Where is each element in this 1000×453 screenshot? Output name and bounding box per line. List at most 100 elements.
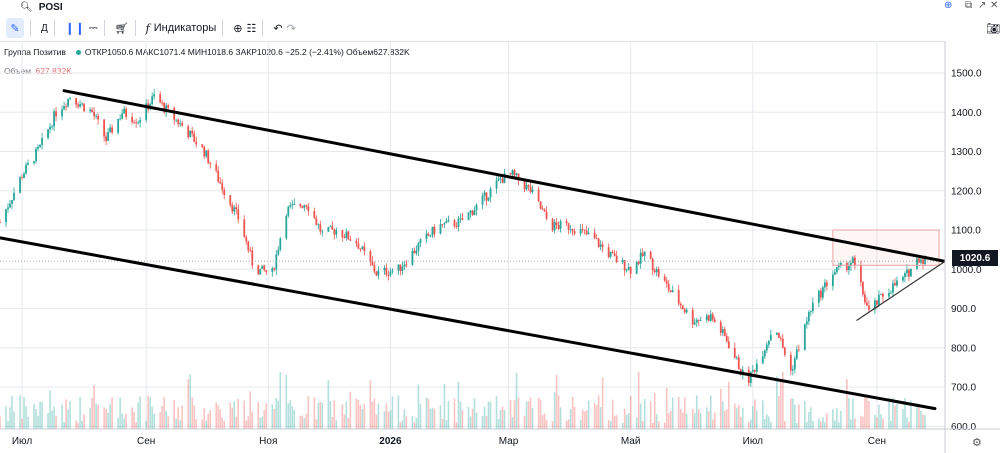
time-tick-label: 2026: [379, 436, 402, 447]
candle-body: [413, 250, 416, 254]
candle-body: [65, 106, 67, 108]
timeframe-button[interactable]: Д: [41, 22, 48, 34]
candle-body: [357, 243, 360, 249]
candle-body: [161, 102, 164, 104]
candle-body: [765, 344, 768, 351]
volume-bar: [641, 420, 644, 429]
candle-body: [920, 259, 922, 263]
volume-bar: [541, 415, 544, 429]
candle-body: [47, 129, 49, 139]
volume-bar: [357, 399, 360, 429]
volume-bar: [363, 403, 366, 429]
volume-bar: [233, 401, 236, 429]
volume-bar: [709, 395, 712, 429]
divider: [262, 20, 264, 36]
compare-chart-icon[interactable]: ⎓: [88, 21, 98, 34]
close-icon[interactable]: ✕: [990, 0, 999, 11]
candle-body: [663, 276, 666, 281]
candle-body: [733, 348, 736, 358]
volume-bar: [862, 416, 864, 429]
volume-bar: [119, 397, 121, 429]
candle-body: [585, 230, 588, 235]
indicators-button[interactable]: f Индикаторы: [146, 18, 217, 38]
candle-body: [511, 170, 514, 175]
volume-bar: [131, 407, 133, 429]
price-tick-label: 600.0: [951, 422, 976, 433]
redo-icon[interactable]: ↷: [286, 22, 296, 35]
volume-bar: [581, 409, 584, 429]
volume-bar: [906, 417, 908, 429]
camera-icon[interactable]: 📷︎: [986, 22, 1000, 35]
volume-bar: [607, 419, 610, 429]
volume-bar: [766, 414, 768, 429]
volume-bar: [319, 401, 322, 429]
ohlc-values: ОТКР1050.6 МАКС1071.4 МИН1018.6 ЗАКР1020…: [84, 47, 410, 57]
volume-bar: [341, 404, 344, 429]
candle-body: [523, 180, 526, 190]
candle-body: [55, 111, 57, 117]
volume-bar: [79, 396, 81, 429]
window-expand-icon[interactable]: ↗: [978, 0, 987, 11]
volume-bar: [215, 402, 218, 429]
undo-icon[interactable]: ↶: [273, 22, 283, 35]
add-plus-icon[interactable]: ⊕: [233, 22, 243, 35]
volume-bar: [818, 418, 820, 429]
plus-icon[interactable]: ⊕: [944, 0, 953, 11]
shopping-cart-icon[interactable]: 🛒︎: [114, 22, 129, 35]
candle-body: [517, 173, 520, 181]
volume-bar: [445, 420, 448, 429]
candle-body: [165, 105, 168, 113]
volume-bar: [273, 408, 276, 429]
volume-bar: [55, 415, 57, 429]
candle-body: [669, 290, 672, 293]
candle-body: [579, 229, 582, 234]
volume-bar: [279, 372, 282, 429]
candle-body: [411, 250, 414, 265]
volume-bar: [247, 416, 250, 429]
candle-body: [904, 273, 906, 277]
pencil-icon[interactable]: ✎: [6, 18, 24, 38]
volume-bar: [679, 408, 682, 429]
volume-bar: [838, 422, 840, 429]
volume-bar: [565, 420, 568, 429]
candle-body: [103, 119, 106, 137]
candle-body: [237, 209, 240, 220]
search-icon[interactable]: 🔍︎: [20, 2, 33, 13]
volume-bar: [852, 398, 854, 429]
price-chart[interactable]: 600.0 700.0 800.0 900.0 1000.0 1100.0 1200.0 13…: [0, 41, 1000, 453]
symbol-search-input[interactable]: POSI: [38, 2, 63, 13]
candle-body: [737, 357, 740, 370]
volume-bar: [107, 412, 109, 429]
candle-body: [845, 262, 848, 271]
candles-icon[interactable]: ❙❙: [64, 21, 85, 35]
volume-bar: [331, 417, 334, 429]
candle-body: [902, 276, 904, 281]
volume-bar: [21, 418, 23, 429]
volume-bar: [778, 396, 780, 429]
volume-bar: [109, 404, 111, 429]
layout-grid-icon[interactable]: ☷: [246, 22, 257, 35]
volume-bar: [237, 398, 240, 429]
candle-body: [825, 282, 828, 287]
volume-bar: [347, 417, 350, 429]
candle-body: [349, 239, 352, 241]
candle-body: [63, 106, 65, 110]
volume-bar: [345, 401, 348, 429]
last-price-label: 1020.6: [952, 250, 998, 266]
candle-body: [83, 103, 85, 112]
volume-bar: [924, 415, 926, 429]
candle-body: [513, 170, 516, 175]
volume-bar: [806, 421, 808, 429]
volume-legend: Объем 627.832K: [4, 66, 72, 76]
chart-toolbar: ✎ Д ❙❙ ⎓ 🛒︎ f Индикаторы ⊕ ☷ ↶ ↷ 📷︎: [0, 15, 1000, 42]
candle-body: [403, 264, 406, 267]
window-copy-icon[interactable]: ⧉: [965, 0, 973, 11]
volume-bar: [373, 398, 376, 429]
settings-icon[interactable]: ⚙: [972, 437, 982, 449]
volume-bar: [888, 397, 890, 429]
candle-body: [429, 235, 432, 237]
candle-body: [862, 282, 864, 295]
candle-body: [415, 250, 418, 254]
volume-bar: [681, 412, 684, 429]
candle-body: [303, 205, 306, 208]
